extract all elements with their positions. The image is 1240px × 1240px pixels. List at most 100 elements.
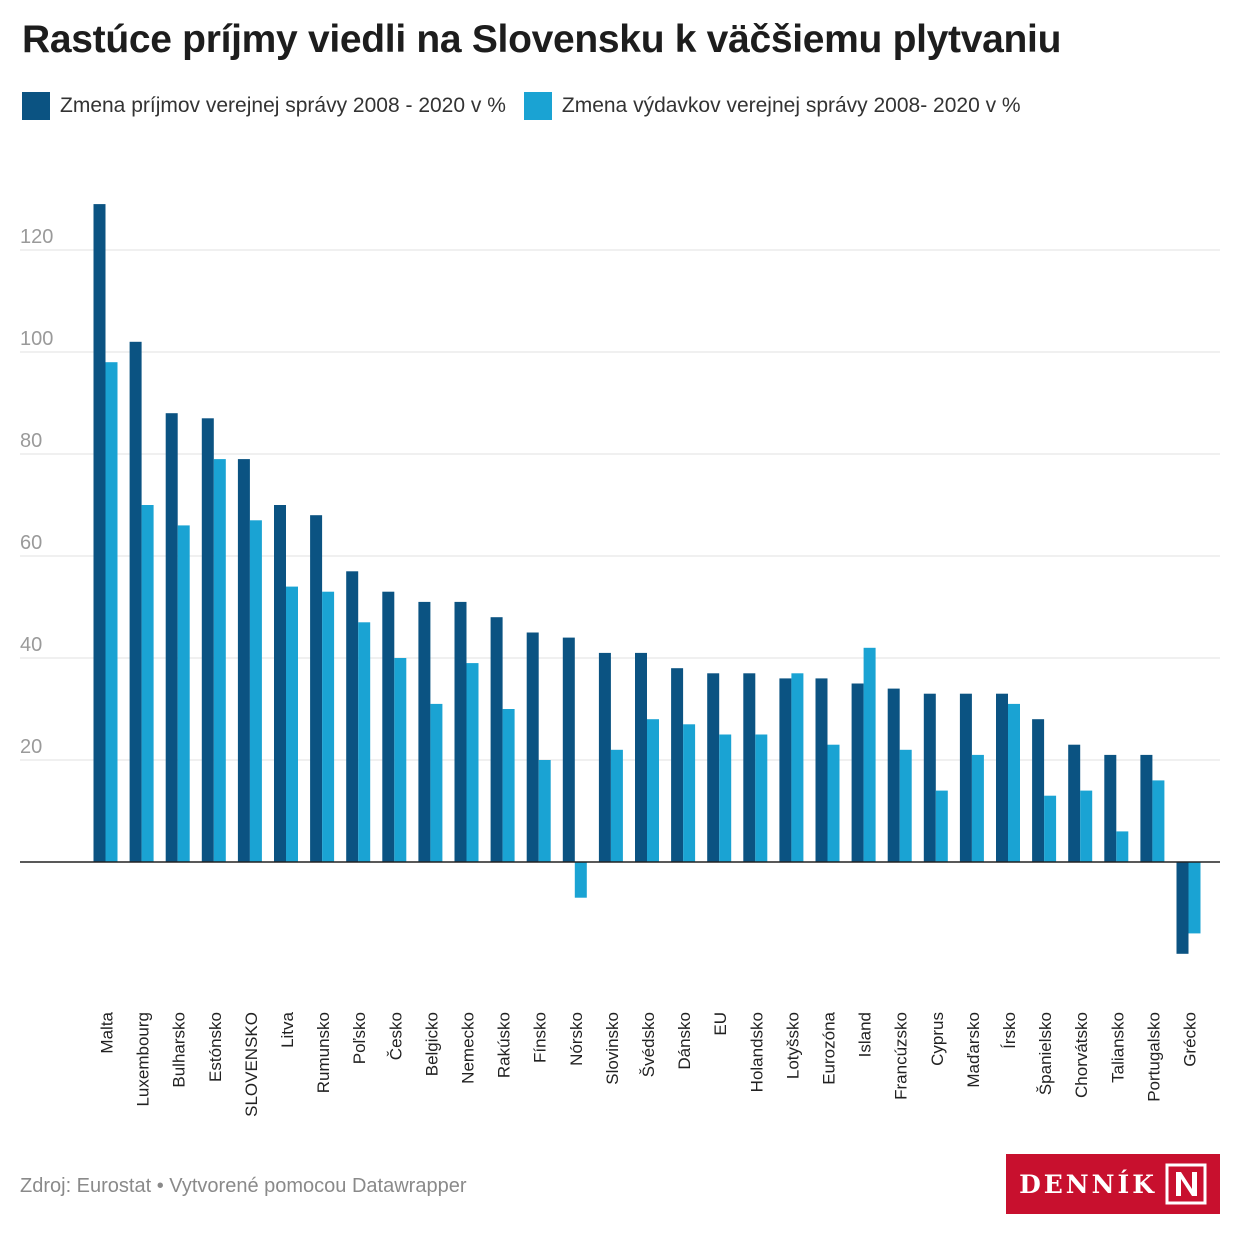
bar-expenditure-6 bbox=[286, 586, 298, 862]
bar-revenue-24 bbox=[923, 693, 936, 862]
bar-revenue-30 bbox=[1140, 754, 1153, 862]
x-tick-label: Nórsko bbox=[567, 1012, 586, 1066]
x-tick-label: Francúzsko bbox=[892, 1012, 911, 1100]
bar-expenditure-10 bbox=[430, 703, 443, 862]
x-tick-label: SLOVENSKO bbox=[242, 1012, 261, 1117]
y-tick-label: 100 bbox=[20, 328, 53, 350]
y-tick-label: 80 bbox=[20, 430, 42, 452]
x-tick-label: Dánsko bbox=[675, 1012, 694, 1070]
bar-revenue-20 bbox=[779, 678, 792, 862]
bar-revenue-6 bbox=[274, 505, 286, 862]
bar-revenue-23 bbox=[887, 688, 900, 862]
bar-expenditure-16 bbox=[647, 719, 659, 862]
bar-revenue-28 bbox=[1068, 744, 1081, 862]
x-tick-label: Nemecko bbox=[459, 1012, 478, 1084]
bar-expenditure-29 bbox=[1116, 831, 1129, 862]
bar-expenditure-14 bbox=[574, 862, 587, 898]
bar-revenue-2 bbox=[129, 341, 142, 862]
legend-item-expenditure: Zmena výdavkov verejnej správy 2008- 202… bbox=[523, 92, 1021, 120]
x-tick-label: Fínsko bbox=[531, 1012, 550, 1063]
brand-logo: DENNÍK bbox=[1006, 1154, 1220, 1214]
bar-expenditure-17 bbox=[683, 724, 696, 862]
legend-label-expenditure: Zmena výdavkov verejnej správy 2008- 202… bbox=[561, 94, 1021, 117]
chart-title: Rastúce príjmy viedli na Slovensku k väč… bbox=[22, 18, 1062, 61]
x-tick-label: Švédsko bbox=[639, 1012, 658, 1077]
bar-expenditure-15 bbox=[610, 749, 623, 862]
bar-revenue-5 bbox=[237, 459, 250, 862]
bar-revenue-27 bbox=[1032, 719, 1045, 862]
bar-revenue-19 bbox=[743, 673, 756, 862]
legend-swatch-expenditure bbox=[523, 92, 552, 120]
bar-expenditure-7 bbox=[322, 591, 335, 862]
x-tick-label: Bulharsko bbox=[170, 1012, 189, 1088]
bar-expenditure-11 bbox=[466, 663, 479, 862]
bar-revenue-1 bbox=[93, 204, 106, 863]
bar-expenditure-1 bbox=[105, 362, 118, 862]
bar-revenue-21 bbox=[815, 678, 828, 862]
bar-expenditure-20 bbox=[791, 673, 804, 862]
bar-expenditure-8 bbox=[358, 622, 371, 862]
legend-label-revenue: Zmena príjmov verejnej správy 2008 - 202… bbox=[60, 94, 506, 117]
bar-revenue-22 bbox=[851, 683, 864, 862]
bar-revenue-17 bbox=[671, 668, 684, 862]
bar-expenditure-3 bbox=[177, 525, 190, 862]
bar-revenue-25 bbox=[959, 693, 972, 862]
bar-revenue-14 bbox=[562, 637, 575, 862]
bar-expenditure-4 bbox=[213, 459, 226, 862]
bar-revenue-8 bbox=[346, 571, 359, 862]
logo-n-icon bbox=[1165, 1163, 1207, 1205]
bar-expenditure-21 bbox=[827, 744, 840, 862]
bar-expenditure-19 bbox=[755, 734, 768, 862]
bar-revenue-29 bbox=[1104, 754, 1117, 862]
bar-expenditure-25 bbox=[971, 754, 984, 862]
x-tick-label: Island bbox=[856, 1012, 875, 1057]
x-tick-label: Taliansko bbox=[1108, 1012, 1127, 1083]
x-tick-label: Rakúsko bbox=[495, 1012, 514, 1078]
bar-expenditure-23 bbox=[899, 749, 912, 862]
x-tick-label: Poľsko bbox=[350, 1012, 369, 1064]
bar-revenue-10 bbox=[418, 601, 431, 862]
bar-revenue-26 bbox=[996, 693, 1008, 862]
legend-item-revenue: Zmena príjmov verejnej správy 2008 - 202… bbox=[22, 92, 506, 120]
legend-swatch-revenue bbox=[22, 92, 50, 120]
x-tick-label: Česko bbox=[386, 1012, 405, 1060]
bar-expenditure-27 bbox=[1044, 795, 1057, 862]
bar-revenue-13 bbox=[526, 632, 539, 862]
bar-revenue-3 bbox=[165, 413, 178, 862]
bar-expenditure-22 bbox=[863, 647, 876, 862]
bar-expenditure-12 bbox=[502, 709, 515, 862]
x-tick-label: Maďarsko bbox=[964, 1012, 983, 1088]
y-tick-label: 60 bbox=[20, 532, 42, 554]
bar-expenditure-18 bbox=[719, 734, 732, 862]
logo-wordmark: DENNÍK bbox=[1019, 1169, 1157, 1199]
y-tick-label: 120 bbox=[20, 226, 53, 248]
bar-revenue-15 bbox=[598, 652, 611, 862]
bar-expenditure-9 bbox=[394, 658, 407, 862]
bar-revenue-12 bbox=[490, 617, 503, 862]
x-tick-label: Belgicko bbox=[422, 1012, 441, 1076]
bar-expenditure-30 bbox=[1152, 780, 1165, 862]
bar-revenue-9 bbox=[382, 591, 395, 862]
bar-revenue-18 bbox=[707, 673, 720, 862]
x-tick-label: Chorvátsko bbox=[1072, 1012, 1091, 1098]
x-tick-label: Litva bbox=[278, 1011, 297, 1047]
source-footer: Zdroj: Eurostat • Vytvorené pomocou Data… bbox=[20, 1175, 467, 1197]
x-tick-label: EU bbox=[711, 1012, 730, 1036]
bar-expenditure-26 bbox=[1008, 703, 1020, 862]
bar-expenditure-5 bbox=[249, 520, 262, 862]
x-tick-label: Luxembourg bbox=[134, 1012, 153, 1107]
bar-expenditure-13 bbox=[538, 760, 551, 862]
x-tick-label: Eurozóna bbox=[820, 1011, 839, 1084]
x-tick-label: Malta bbox=[98, 1011, 117, 1053]
x-tick-label: Portugalsko bbox=[1144, 1012, 1163, 1102]
bar-revenue-31 bbox=[1176, 862, 1189, 954]
bar-chart: 20 40 60 80 100 120 Malta Luxembourg Bulharsko Es… bbox=[20, 204, 1220, 1117]
chart-legend: Zmena príjmov verejnej správy 2008 - 202… bbox=[22, 92, 1039, 120]
x-tick-label: Lotyšsko bbox=[783, 1012, 802, 1079]
bar-expenditure-28 bbox=[1080, 790, 1093, 862]
bar-expenditure-2 bbox=[141, 505, 154, 862]
x-tick-label: Rumunsko bbox=[314, 1012, 333, 1093]
bar-expenditure-31 bbox=[1188, 862, 1201, 934]
bar-revenue-11 bbox=[454, 601, 467, 862]
y-tick-label: 20 bbox=[20, 736, 42, 758]
